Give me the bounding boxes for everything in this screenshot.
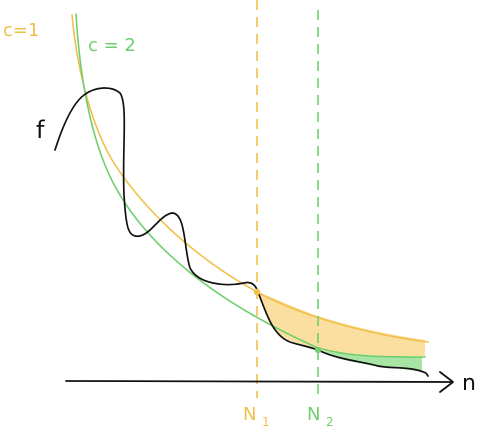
n1-intersection-point	[253, 288, 261, 296]
n2-label-subscript: 2	[326, 415, 334, 429]
c1-curve	[71, 14, 429, 343]
n1-label-subscript: 1	[262, 415, 270, 429]
n2-intersection-point	[314, 346, 322, 354]
c2-shaded-region	[318, 350, 422, 371]
n2-label: N	[307, 404, 320, 425]
c2-label: c = 2	[88, 35, 136, 56]
n1-label: N	[243, 404, 256, 425]
c2-curve	[75, 13, 426, 358]
function-f-label: f	[36, 116, 45, 144]
n-axis	[65, 380, 453, 383]
n-axis-label: n	[462, 371, 476, 396]
n-axis-arrowhead	[439, 371, 454, 393]
c1-label: c=1	[3, 20, 39, 41]
